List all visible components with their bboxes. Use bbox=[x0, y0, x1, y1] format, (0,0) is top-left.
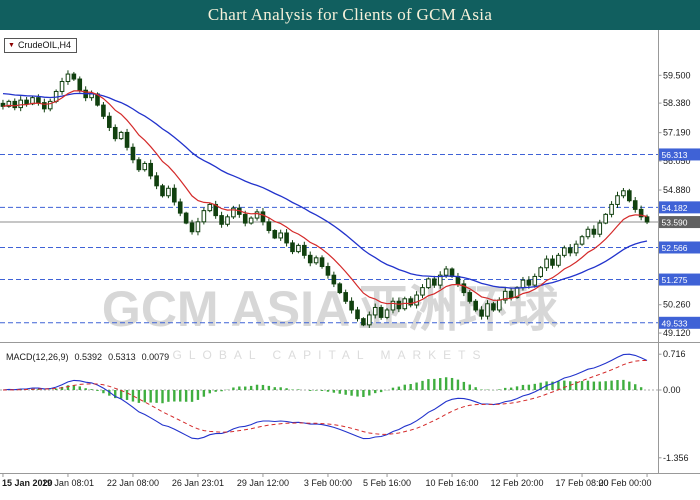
svg-text:-1.356: -1.356 bbox=[663, 453, 689, 463]
watermark-main: GCM ASIA 亚洲环球 bbox=[40, 284, 620, 334]
symbol-label: CrudeOIL,H4 bbox=[17, 40, 71, 50]
watermark-subtitle: GLOBAL CAPITAL MARKETS bbox=[172, 348, 488, 362]
macd-pane: 0.716 0.00 -1.356 bbox=[0, 349, 689, 463]
title-bar: Chart Analysis for Clients of GCM Asia bbox=[0, 0, 700, 30]
svg-text:58.380: 58.380 bbox=[663, 98, 691, 108]
symbol-selector[interactable]: ▼ CrudeOIL,H4 bbox=[4, 38, 77, 53]
chevron-down-icon: ▼ bbox=[8, 42, 15, 49]
chart-area: GCM ASIA 亚洲环球 GLOBAL CAPITAL MARKETS 59.5… bbox=[0, 30, 700, 500]
svg-text:0.716: 0.716 bbox=[663, 349, 686, 359]
macd-line bbox=[2, 353, 648, 440]
svg-text:0.00: 0.00 bbox=[663, 385, 681, 395]
svg-text:54.182: 54.182 bbox=[662, 203, 688, 213]
svg-text:51.275: 51.275 bbox=[662, 275, 688, 285]
svg-text:22 Jan 08:00: 22 Jan 08:00 bbox=[107, 478, 159, 488]
macd-signal-line bbox=[2, 360, 647, 435]
page-title: Chart Analysis for Clients of GCM Asia bbox=[207, 5, 493, 24]
svg-text:50.260: 50.260 bbox=[663, 300, 691, 310]
indicator-value-macd: 0.5392 bbox=[74, 352, 103, 362]
svg-text:3 Feb 00:00: 3 Feb 00:00 bbox=[304, 478, 352, 488]
price-chart-canvas[interactable]: 59.500 58.380 57.190 56.050 54.880 50.260 49.1… bbox=[0, 30, 700, 500]
price-axis: 59.500 58.380 57.190 56.050 54.880 50.260 49.1… bbox=[658, 70, 700, 338]
candles-layer bbox=[0, 70, 650, 328]
svg-text:19 Jan 08:01: 19 Jan 08:01 bbox=[42, 478, 94, 488]
svg-text:20 Feb 00:00: 20 Feb 00:00 bbox=[598, 478, 651, 488]
indicator-value-hist: 0.0079 bbox=[141, 352, 170, 362]
axis-frame bbox=[0, 30, 700, 474]
svg-text:10 Feb 16:00: 10 Feb 16:00 bbox=[426, 478, 479, 488]
svg-text:17 Feb 08:00: 17 Feb 08:00 bbox=[556, 478, 609, 488]
svg-text:49.120: 49.120 bbox=[663, 328, 691, 338]
support-resistance-lines bbox=[0, 153, 658, 324]
watermark: GCM ASIA 亚洲环球 GLOBAL CAPITAL MARKETS bbox=[40, 284, 620, 362]
ma-fast bbox=[2, 90, 648, 305]
svg-text:5 Feb 16:00: 5 Feb 16:00 bbox=[363, 478, 411, 488]
svg-text:49.533: 49.533 bbox=[662, 318, 688, 328]
ma-fast-line bbox=[2, 90, 648, 305]
svg-text:29 Jan 12:00: 29 Jan 12:00 bbox=[237, 478, 289, 488]
svg-text:26 Jan 23:01: 26 Jan 23:01 bbox=[172, 478, 224, 488]
svg-text:56.313: 56.313 bbox=[662, 150, 688, 160]
svg-text:59.500: 59.500 bbox=[663, 70, 691, 80]
svg-text:57.190: 57.190 bbox=[663, 128, 691, 138]
svg-text:12 Feb 20:00: 12 Feb 20:00 bbox=[491, 478, 544, 488]
indicator-name: MACD(12,26,9) bbox=[6, 352, 69, 362]
svg-text:53.590: 53.590 bbox=[662, 218, 688, 228]
svg-text:54.880: 54.880 bbox=[663, 185, 691, 195]
watermark-brand: GCM ASIA bbox=[101, 281, 351, 337]
svg-text:15 Jan 2020: 15 Jan 2020 bbox=[2, 478, 53, 488]
svg-text:56.050: 56.050 bbox=[663, 156, 691, 166]
indicator-label: MACD(12,26,9) 0.5392 0.5313 0.0079 bbox=[6, 352, 169, 362]
indicator-value-signal: 0.5313 bbox=[108, 352, 136, 362]
svg-text:52.566: 52.566 bbox=[662, 243, 688, 253]
